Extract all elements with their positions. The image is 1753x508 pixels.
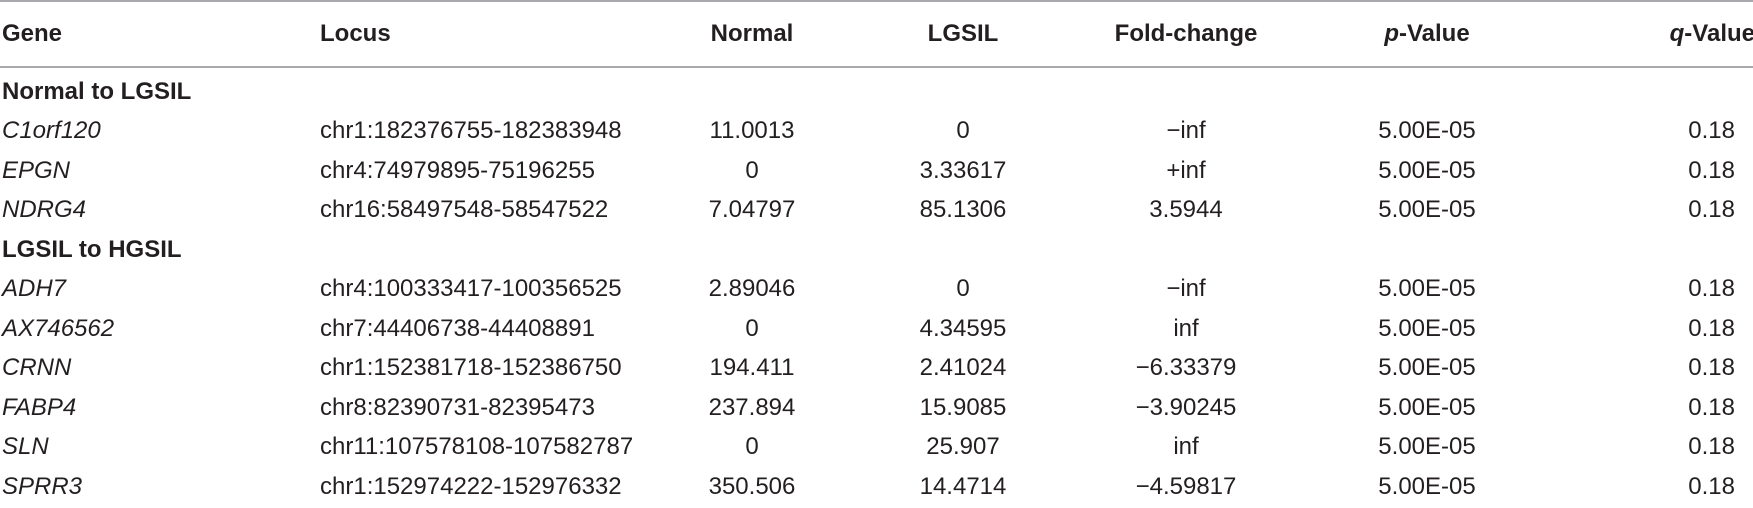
locus-cell: chr4:100333417-100356525 bbox=[320, 275, 622, 303]
p-value-suffix: -Value bbox=[1398, 20, 1470, 47]
p-value-cell: 5.00E-05 bbox=[1378, 275, 1476, 303]
fold-change-cell: inf bbox=[1173, 433, 1199, 461]
p-value-cell: 5.00E-05 bbox=[1378, 393, 1476, 421]
gene-cell: FABP4 bbox=[2, 393, 77, 421]
fold-change-cell: −4.59817 bbox=[1135, 472, 1237, 500]
q-value-cell: 0.18 bbox=[1688, 275, 1735, 303]
p-value-cell: 5.00E-05 bbox=[1378, 354, 1476, 382]
table-row: AX746562 chr7:44406738-44408891 0 4.34595 in… bbox=[0, 309, 1753, 349]
normal-value-cell: 7.04797 bbox=[708, 196, 796, 224]
table-header: Gene Locus Normal LGSIL Fold-change p-Va… bbox=[0, 1, 1753, 67]
q-value-prefix: q bbox=[1669, 20, 1685, 47]
gene-cell: SPRR3 bbox=[2, 472, 83, 500]
normal-value-cell: 0 bbox=[745, 156, 759, 184]
section-header-row: Normal to LGSIL bbox=[0, 67, 1753, 112]
locus-cell: chr16:58497548-58547522 bbox=[320, 196, 609, 224]
lgsil-value-cell: 4.34595 bbox=[919, 314, 1007, 342]
normal-value-cell: 237.894 bbox=[708, 393, 796, 421]
locus-cell: chr1:152381718-152386750 bbox=[320, 354, 622, 382]
q-value-cell: 0.18 bbox=[1688, 393, 1735, 421]
table-row: ADH7 chr4:100333417-100356525 2.89046 0 −inf… bbox=[0, 270, 1753, 310]
column-header-locus: Locus bbox=[320, 20, 391, 47]
locus-cell: chr4:74979895-75196255 bbox=[320, 156, 595, 184]
table-row: FABP4 chr8:82390731-82395473 237.894 15.908… bbox=[0, 388, 1753, 428]
column-header-gene: Gene bbox=[2, 20, 63, 47]
q-value-cell: 0.18 bbox=[1688, 314, 1735, 342]
fold-change-cell: −inf bbox=[1166, 275, 1206, 303]
table-body: Normal to LGSIL C1orf120 chr1:182376755-18… bbox=[0, 67, 1753, 507]
p-value-cell: 5.00E-05 bbox=[1378, 314, 1476, 342]
locus-cell: chr1:152974222-152976332 bbox=[320, 472, 622, 500]
lgsil-value-cell: 0 bbox=[956, 117, 970, 145]
q-value-cell: 0.18 bbox=[1688, 156, 1735, 184]
gene-cell: SLN bbox=[2, 433, 49, 461]
table-row: SLN chr11:107578108-107582787 0 25.907 inf 5.… bbox=[0, 428, 1753, 468]
gene-cell: ADH7 bbox=[2, 275, 67, 303]
header-row: Gene Locus Normal LGSIL Fold-change p-Va… bbox=[0, 1, 1753, 67]
column-header-normal: Normal bbox=[710, 20, 794, 47]
normal-value-cell: 0 bbox=[745, 314, 759, 342]
p-value-prefix: p bbox=[1384, 20, 1399, 47]
normal-value-cell: 194.411 bbox=[709, 354, 795, 382]
q-value-suffix: -Value bbox=[1684, 20, 1753, 47]
table-row: EPGN chr4:74979895-75196255 0 3.33617 +inf 5.… bbox=[0, 151, 1753, 191]
normal-value-cell: 0 bbox=[745, 433, 759, 461]
q-value-cell: 0.18 bbox=[1688, 433, 1735, 461]
fold-change-cell: 3.5944 bbox=[1149, 196, 1223, 224]
lgsil-value-cell: 85.1306 bbox=[919, 196, 1007, 224]
lgsil-value-cell: 15.9085 bbox=[919, 393, 1007, 421]
p-value-cell: 5.00E-05 bbox=[1378, 433, 1476, 461]
p-value-cell: 5.00E-05 bbox=[1378, 196, 1476, 224]
locus-cell: chr7:44406738-44408891 bbox=[320, 314, 595, 342]
normal-value-cell: 350.506 bbox=[708, 472, 796, 500]
table-row: SPRR3 chr1:152974222-152976332 350.506 14.4… bbox=[0, 467, 1753, 507]
lgsil-value-cell: 3.33617 bbox=[919, 156, 1007, 184]
fold-change-cell: −6.33379 bbox=[1135, 354, 1237, 382]
q-value-cell: 0.18 bbox=[1688, 196, 1735, 224]
locus-cell: chr1:182376755-182383948 bbox=[320, 117, 622, 145]
gene-cell: NDRG4 bbox=[2, 196, 87, 224]
fold-change-cell: −3.90245 bbox=[1135, 393, 1237, 421]
gene-cell: AX746562 bbox=[2, 314, 115, 342]
table-row: NDRG4 chr16:58497548-58547522 7.04797 85.13… bbox=[0, 191, 1753, 231]
section-header-row: LGSIL to HGSIL bbox=[0, 230, 1753, 270]
gene-cell: EPGN bbox=[2, 156, 71, 184]
gene-cell: C1orf120 bbox=[2, 117, 101, 145]
column-header-fold-change: Fold-change bbox=[1114, 20, 1258, 47]
lgsil-value-cell: 2.41024 bbox=[919, 354, 1007, 382]
section-title: Normal to LGSIL bbox=[2, 77, 192, 105]
gene-cell: CRNN bbox=[2, 354, 72, 382]
p-value-cell: 5.00E-05 bbox=[1378, 156, 1476, 184]
table-row: CRNN chr1:152381718-152386750 194.411 2.410… bbox=[0, 349, 1753, 389]
p-value-cell: 5.00E-05 bbox=[1378, 117, 1476, 145]
fold-change-cell: +inf bbox=[1166, 156, 1206, 184]
fold-change-cell: inf bbox=[1173, 314, 1199, 342]
q-value-cell: 0.18 bbox=[1688, 354, 1735, 382]
table-row: C1orf120 chr1:182376755-182383948 11.0013 0… bbox=[0, 112, 1753, 152]
q-value-cell: 0.18 bbox=[1688, 117, 1735, 145]
lgsil-value-cell: 0 bbox=[956, 275, 970, 303]
column-header-q-value: q-Value bbox=[1542, 1, 1753, 67]
locus-cell: chr8:82390731-82395473 bbox=[320, 393, 595, 421]
normal-value-cell: 2.89046 bbox=[708, 275, 796, 303]
normal-value-cell: 11.0013 bbox=[709, 117, 795, 145]
p-value-cell: 5.00E-05 bbox=[1378, 472, 1476, 500]
lgsil-value-cell: 14.4714 bbox=[919, 472, 1007, 500]
q-value-cell: 0.18 bbox=[1688, 472, 1735, 500]
section-title: LGSIL to HGSIL bbox=[2, 235, 182, 263]
lgsil-value-cell: 25.907 bbox=[926, 433, 1000, 461]
column-header-lgsil: LGSIL bbox=[927, 20, 999, 47]
fold-change-cell: −inf bbox=[1166, 117, 1206, 145]
column-header-p-value: p-Value bbox=[1312, 1, 1542, 67]
locus-cell: chr11:107578108-107582787 bbox=[320, 433, 634, 461]
